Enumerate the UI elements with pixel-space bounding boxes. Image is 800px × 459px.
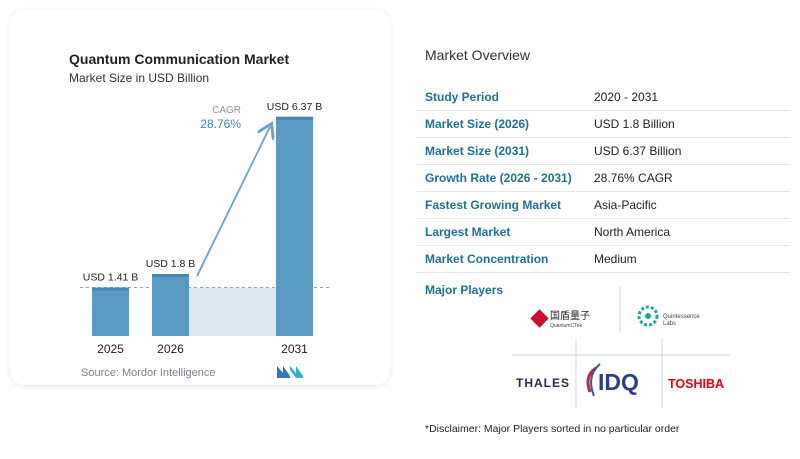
x-tick-label: 2031 — [281, 342, 308, 356]
bar-top-2026 — [152, 274, 189, 278]
data-label: USD 1.41 B — [83, 271, 138, 283]
overview-label: Market Size (2026) — [425, 117, 530, 131]
bar-top-2025 — [92, 287, 129, 291]
bar-2031 — [276, 116, 313, 336]
overview-label: Growth Rate (2026 - 2031) — [425, 171, 572, 185]
quintessence-dot-icon — [645, 313, 651, 319]
source-text: Source: Mordor Intelligence — [81, 367, 216, 379]
toshiba-logo: TOSHIBA — [668, 377, 724, 391]
overview-value: Medium — [594, 252, 637, 266]
major-players-title: Major Players — [425, 283, 504, 297]
cagr-value: 28.76% — [200, 117, 241, 131]
bar-2025 — [92, 287, 129, 336]
quantumctek-en-text: QuantumCTek — [550, 323, 582, 329]
quantumctek-logo: 国盾量子 QuantumCTek — [530, 309, 590, 329]
overview-value: 28.76% CAGR — [594, 171, 673, 185]
thales-logo: THALES — [516, 376, 570, 390]
overview-row: Growth Rate (2026 - 2031) 28.76% CAGR — [417, 165, 790, 192]
overview-row: Largest Market North America — [417, 219, 790, 246]
data-label: USD 1.8 B — [146, 258, 196, 270]
quantumctek-icon — [530, 309, 549, 328]
x-tick-label: 2025 — [97, 342, 124, 356]
overview-label: Largest Market — [425, 225, 511, 239]
overview-label: Market Size (2031) — [425, 144, 530, 158]
overview-row: Market Concentration Medium — [417, 246, 790, 273]
overview-value: USD 6.37 Billion — [594, 144, 682, 158]
x-tick-label: 2026 — [157, 342, 184, 356]
major-players-grid: 国盾量子 QuantumCTek Quintessence Labs THALE… — [512, 286, 730, 408]
bar-top-2031 — [276, 116, 313, 120]
overview-row: Market Size (2031) USD 6.37 Billion — [417, 138, 790, 165]
disclaimer-text: *Disclaimer: Major Players sorted in no … — [425, 423, 680, 435]
quintessence-labs-logo: Quintessence Labs — [637, 305, 700, 327]
overview-row: Market Size (2026) USD 1.8 Billion — [417, 111, 790, 138]
overview-label: Study Period — [425, 90, 500, 104]
overview-title: Market Overview — [425, 47, 531, 63]
overview-value: North America — [594, 225, 671, 239]
chart-title: Quantum Communication Market — [69, 51, 290, 67]
bar-chart: USD 1.41 B 2025 USD 1.8 B 2026 USD 6.37 B 203… — [80, 101, 330, 356]
overview-row: Fastest Growing Market Asia-Pacific — [417, 192, 790, 219]
overview-row: Study Period 2020 - 2031 — [417, 84, 790, 111]
quintessence-icon — [637, 305, 659, 327]
overview-value: Asia-Pacific — [594, 198, 657, 212]
overview-value: USD 1.8 Billion — [594, 117, 675, 131]
growth-band — [189, 287, 276, 336]
overview-value: 2020 - 2031 — [594, 90, 659, 104]
chart-subtitle: Market Size in USD Billion — [69, 71, 210, 85]
idq-arc-icon — [590, 363, 601, 397]
quintessence-labs-text: Labs — [663, 321, 676, 327]
overview-label: Fastest Growing Market — [425, 198, 562, 212]
cagr-label: CAGR — [212, 105, 241, 116]
overview-table: Study Period 2020 - 2031 Market Size (20… — [417, 84, 790, 273]
quintessence-text: Quintessence — [663, 314, 700, 320]
quantumctek-cn-text: 国盾量子 — [550, 310, 590, 322]
overview-label: Market Concentration — [425, 252, 549, 266]
cagr-arrow — [196, 127, 270, 277]
mordor-logo-icon — [277, 366, 303, 378]
idq-text: IDQ — [598, 369, 639, 395]
idq-logo: IDQ — [586, 363, 639, 397]
data-label: USD 6.37 B — [267, 101, 322, 113]
bar-2026 — [152, 274, 189, 336]
